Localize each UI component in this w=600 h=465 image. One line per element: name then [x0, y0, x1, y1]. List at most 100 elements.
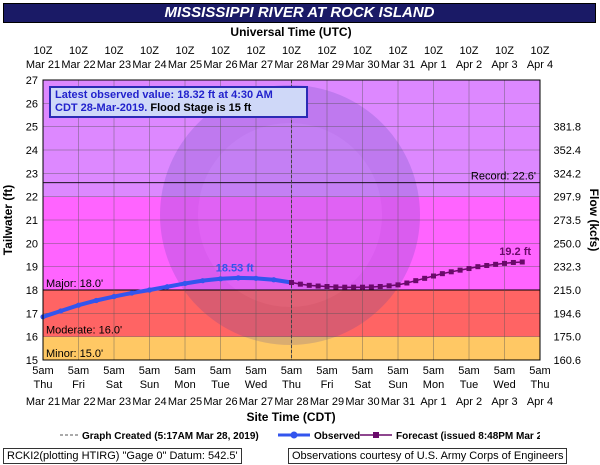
noaa-watermark	[160, 85, 420, 345]
flow-tick-label: 324.2	[553, 168, 581, 180]
top-tick-time: 10Z	[424, 45, 443, 57]
x-tick-day: Thu	[34, 379, 53, 391]
x-tick-date: Mar 27	[239, 396, 273, 408]
flow-tick-label: 175.0	[553, 332, 581, 344]
x-tick-day: Thu	[531, 379, 550, 391]
flow-tick-label: 273.5	[553, 215, 581, 227]
info-line-1: Latest observed value: 18.32 ft at 4:30 …	[55, 89, 273, 101]
forecast-point	[510, 259, 516, 265]
y-tick-label: 21	[26, 215, 38, 227]
top-tick-time: 10Z	[211, 45, 230, 57]
x-tick-date: Mar 30	[345, 396, 379, 408]
x-tick-time: 5am	[529, 365, 550, 377]
forecast-point	[386, 283, 392, 289]
x-tick-time: 5am	[210, 365, 231, 377]
x-tick-day: Sun	[140, 379, 160, 391]
top-tick-time: 10Z	[282, 45, 301, 57]
top-tick-time: 10Z	[460, 45, 479, 57]
top-tick-date: Mar 23	[97, 59, 131, 71]
forecast-point	[342, 284, 348, 290]
chart-title-bar: MISSISSIPPI RIVER AT ROCK ISLAND	[3, 3, 596, 23]
observed-point	[182, 280, 188, 287]
x-tick-date: Mar 22	[61, 396, 95, 408]
flow-tick-label: 352.4	[553, 145, 581, 157]
forecast-point	[493, 261, 499, 267]
forecast-point	[457, 267, 463, 273]
top-tick-time: 10Z	[495, 45, 514, 57]
x-tick-day: Mon	[174, 379, 195, 391]
x-tick-day: Sat	[354, 379, 371, 391]
forecast-point	[395, 282, 401, 288]
top-tick-date: Apr 3	[491, 59, 517, 71]
top-axis-ticks: 10Z Mar 21 10Z Mar 22 10Z Mar 23 10Z Mar 24 10Z M…	[26, 45, 553, 71]
forecast-point	[315, 283, 321, 289]
record-label: Record: 22.6'	[471, 171, 536, 183]
forecast-point	[333, 284, 339, 290]
forecast-point	[377, 284, 383, 289]
y-tick-label: 18	[26, 285, 38, 297]
flow-tick-label: 232.3	[553, 262, 581, 274]
forecast-point	[502, 260, 507, 266]
legend-forecast: Forecast (issued 8:48PM Mar 27)	[396, 431, 540, 442]
top-tick-time: 10Z	[247, 45, 266, 57]
top-tick-time: 10Z	[531, 45, 550, 57]
top-tick-date: Mar 30	[345, 59, 379, 71]
x-tick-time: 5am	[494, 365, 515, 377]
forecast-point	[404, 280, 410, 286]
x-tick-date: Apr 1	[420, 396, 446, 408]
x-tick-time: 5am	[139, 365, 160, 377]
band-label-2: Major: 18.0'	[46, 278, 103, 290]
observed-point	[200, 278, 206, 284]
y-tick-label: 25	[26, 122, 38, 134]
legend-graphics: Graph Created (5:17AM Mar 28, 2019) Obse…	[60, 431, 551, 442]
x-tick-date: Apr 3	[491, 396, 517, 408]
x-tick-date: Mar 21	[26, 396, 60, 408]
forecast-end-label: 19.2 ft	[499, 246, 531, 258]
x-tick-date: Apr 2	[456, 396, 482, 408]
x-tick-date: Mar 23	[97, 396, 131, 408]
top-tick-date: Apr 1	[420, 59, 446, 71]
left-axis-title: Tailwater (ft)	[1, 185, 15, 255]
observed-peak-label: 18.53 ft	[216, 263, 254, 275]
x-tick-day: Wed	[245, 379, 267, 391]
top-tick-time: 10Z	[105, 45, 124, 57]
forecast-point	[289, 280, 294, 286]
forecast-point	[475, 264, 481, 270]
observed-point	[75, 302, 82, 308]
top-tick-date: Mar 27	[239, 59, 273, 71]
observed-point	[253, 275, 259, 281]
legend-observed-marker	[290, 431, 298, 439]
observed-point	[129, 290, 135, 296]
info-line-2-flood-stage: Flood Stage is 15 ft	[150, 102, 252, 114]
y-tick-label: 15	[26, 355, 38, 367]
forecast-point	[297, 281, 303, 287]
chart-title: MISSISSIPPI RIVER AT ROCK ISLAND	[164, 4, 435, 21]
x-tick-date: Mar 26	[203, 396, 237, 408]
x-tick-day: Sun	[388, 379, 408, 391]
info-line-2: CDT 28-Mar-2019. Flood Stage is 15 ft	[55, 102, 302, 115]
forecast-point	[368, 284, 374, 290]
latest-observation-box: Latest observed value: 18.32 ft at 4:30 …	[49, 86, 308, 118]
y-tick-label: 17	[26, 308, 38, 320]
x-tick-day: Wed	[493, 379, 515, 391]
top-tick-time: 10Z	[140, 45, 159, 57]
flow-tick-label: 297.9	[553, 192, 581, 204]
top-tick-date: Mar 24	[132, 59, 166, 71]
legend-forecast-marker	[373, 432, 379, 438]
forecast-point	[324, 284, 330, 289]
forecast-point	[448, 269, 454, 275]
flow-tick-label: 250.0	[553, 238, 581, 250]
x-tick-date: Mar 31	[381, 396, 415, 408]
x-tick-day: Tue	[460, 379, 479, 391]
observed-point	[93, 297, 99, 304]
observed-point	[271, 277, 277, 283]
forecast-point	[360, 284, 365, 290]
x-tick-day: Thu	[282, 379, 301, 391]
right-axis-ticks: 160.6 175.0 194.6 215.0 232.3 250.0 273.5 297.9…	[553, 122, 581, 367]
y-tick-label: 16	[26, 332, 38, 344]
x-tick-time: 5am	[32, 365, 53, 377]
x-tick-day: Mon	[423, 379, 444, 391]
x-tick-date: Mar 25	[168, 396, 202, 408]
left-axis-ticks: 15 16 17 18 19 20 21 22 23 24 25 26 27	[26, 75, 38, 367]
